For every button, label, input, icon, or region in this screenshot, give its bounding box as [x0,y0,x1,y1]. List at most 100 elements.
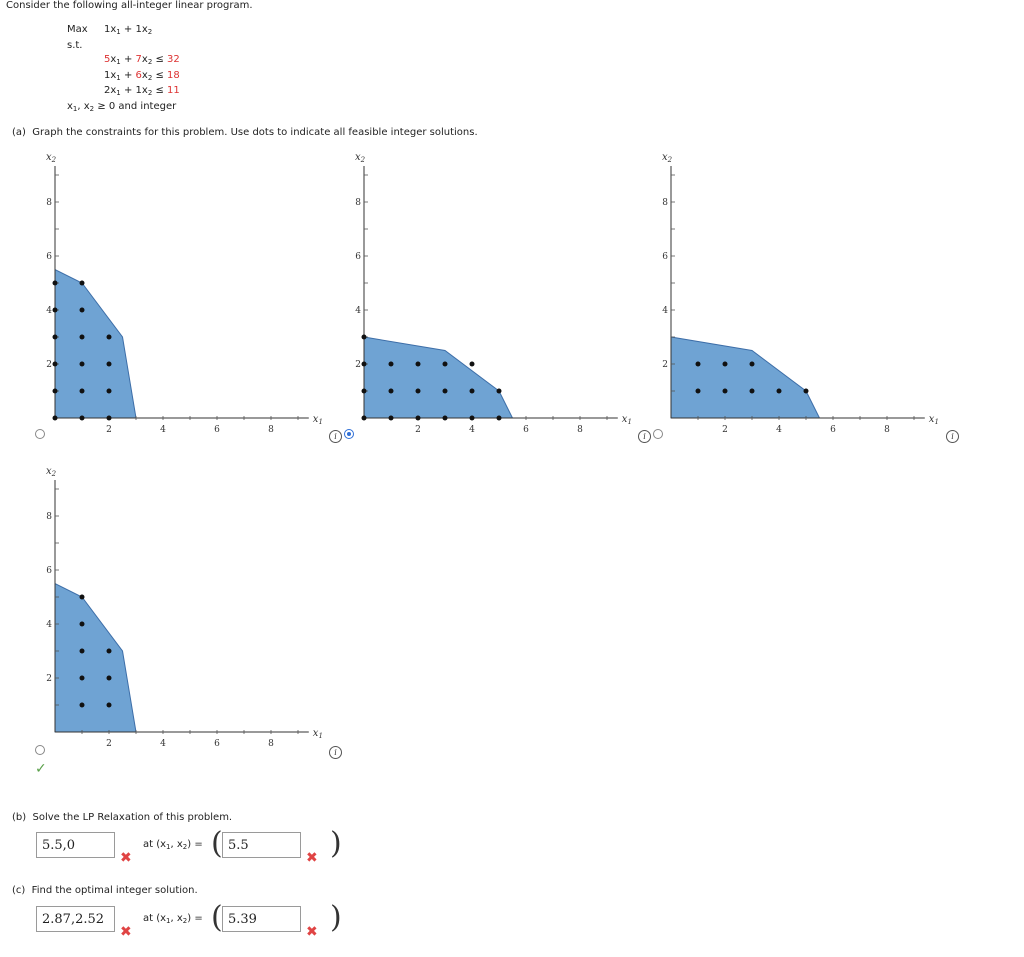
integer-point [496,415,502,421]
x-tick-label: 4 [469,425,475,435]
st-label: s.t. [67,40,83,51]
integer-point [442,361,448,367]
y-tick-label: 6 [46,566,52,576]
part-b-question: (b) Solve the LP Relaxation of this prob… [12,812,233,823]
info-icon[interactable]: i [329,430,342,443]
integer-point [388,388,394,394]
feasible-region [54,268,137,419]
integer-point [415,388,421,394]
y-axis-label: x2 [46,466,57,478]
graph-option-1-radio[interactable] [35,429,45,439]
integer-point [361,334,367,340]
x-axis-label: x1 [929,414,939,426]
integer-point [415,415,421,421]
problem-intro: Consider the following all-integer linea… [6,0,253,11]
lp-value-input[interactable]: 5.5,0 [36,832,115,858]
integer-point [776,388,782,394]
max-label: Max [67,24,88,35]
y-tick-label: 8 [46,512,52,522]
y-tick-label: 8 [355,198,361,208]
y-tick-label: 4 [355,306,361,316]
constraint-2: 1x1 + 6x2 ≤ 18 [104,70,180,82]
x-tick-label: 8 [268,425,274,435]
y-axis-label: x2 [46,152,57,164]
integer-point [52,415,58,421]
y-tick-label: 8 [662,198,668,208]
integer-point [79,334,85,340]
graph-option-2: 2 4 6 8 2 4 6 8 x1 x2 [355,152,632,435]
x-tick-label: 8 [577,425,583,435]
integer-point [749,388,755,394]
integer-point [52,334,58,340]
info-icon[interactable]: i [638,430,651,443]
integer-point [79,307,85,313]
y-tick-label: 6 [355,252,361,262]
integer-point [79,415,85,421]
integer-point [52,388,58,394]
graph-option-4-radio[interactable] [35,745,45,755]
x-axis-label: x1 [313,728,323,740]
integer-point [106,334,112,340]
graph-option-4: 2 4 6 8 2 4 6 8 x1 x2 [46,466,323,749]
graph-option-2-radio[interactable] [344,429,354,439]
info-icon[interactable]: i [329,746,342,759]
wrong-x-icon: ✖ [306,924,318,940]
lp-point-input[interactable]: 5.5 [222,832,301,858]
x-tick-label: 8 [884,425,890,435]
x-tick-label: 6 [214,425,220,435]
integer-point [52,361,58,367]
integer-point [496,388,502,394]
x-axis-label: x1 [313,414,323,426]
x-tick-label: 4 [160,739,166,749]
integer-point [722,388,728,394]
at-point-label: at (x1, x2) = [143,839,203,851]
x-axis-label: x1 [622,414,632,426]
integer-point [79,648,85,654]
x-tick-label: 6 [523,425,529,435]
y-axis-label: x2 [355,152,366,164]
y-tick-label: 2 [355,360,361,370]
part-a-question: (a) Graph the constraints for this probl… [12,127,478,138]
x-tick-label: 6 [830,425,836,435]
objective-function: 1x1 + 1x2 [104,24,153,36]
x-tick-label: 2 [106,425,112,435]
integer-point-input[interactable]: 5.39 [222,906,301,932]
integer-point [79,280,85,286]
integer-point [469,361,475,367]
y-tick-label: 6 [662,252,668,262]
info-icon[interactable]: i [946,430,959,443]
integer-point [106,388,112,394]
integer-point [52,307,58,313]
integer-point [803,388,809,394]
integer-point [106,415,112,421]
integer-value-input[interactable]: 2.87,2.52 [36,906,115,932]
x-tick-label: 4 [776,425,782,435]
y-tick-label: 4 [46,620,52,630]
y-tick-label: 2 [46,360,52,370]
x-tick-label: 2 [106,739,112,749]
y-tick-label: 6 [46,252,52,262]
integer-point [749,361,755,367]
integer-point [388,361,394,367]
integer-point [361,361,367,367]
integer-point [52,280,58,286]
integer-point [469,415,475,421]
integer-point [695,388,701,394]
x-tick-label: 2 [722,425,728,435]
wrong-x-icon: ✖ [120,924,132,940]
integer-point [79,621,85,627]
y-tick-label: 2 [46,674,52,684]
integer-point [79,702,85,708]
integer-point [79,388,85,394]
left-paren: ( [211,900,223,935]
x-tick-label: 8 [268,739,274,749]
integer-point [722,361,728,367]
y-tick-label: 4 [662,306,668,316]
integer-point [79,594,85,600]
graph-option-3-radio[interactable] [653,429,663,439]
integer-point [106,361,112,367]
feasible-region [670,336,821,419]
feasible-region [54,582,137,733]
integer-point [695,361,701,367]
left-paren: ( [211,826,223,861]
